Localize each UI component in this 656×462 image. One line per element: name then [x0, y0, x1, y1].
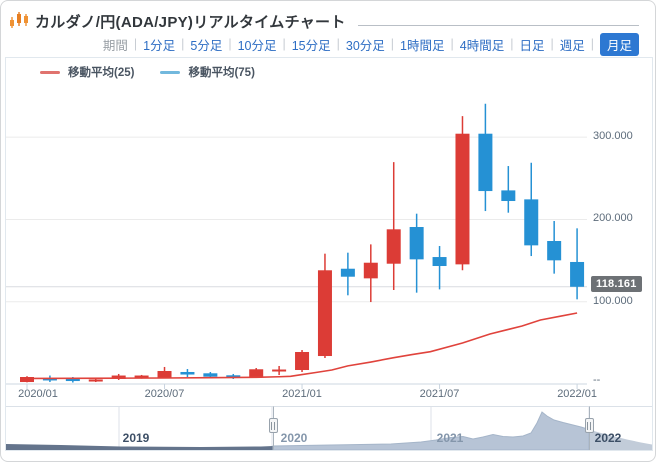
candle-2021/12	[547, 221, 562, 274]
candle-2021/01	[295, 350, 310, 372]
legend-swatch	[40, 70, 60, 74]
current-price-badge: 118.161	[591, 276, 642, 292]
separator: |	[133, 37, 138, 51]
navigator[interactable]	[6, 406, 652, 451]
title-divider	[357, 24, 639, 26]
candle-2021/09	[478, 103, 493, 212]
candle-2020/08	[180, 369, 195, 378]
x-axis-label: 2020/07	[144, 388, 185, 400]
period-option[interactable]: 15分足	[291, 38, 331, 53]
candle-2022/01	[570, 228, 585, 300]
separator: |	[181, 37, 185, 51]
navigator-year-label: 2019	[122, 431, 150, 445]
period-option[interactable]: 週足	[559, 38, 585, 53]
separator: |	[550, 37, 554, 51]
navigator-area-right	[589, 429, 652, 450]
x-axis-label: 2022/01	[557, 388, 597, 400]
separator: |	[336, 37, 340, 51]
legend: 移動平均(25) 移動平均(75)	[40, 64, 281, 80]
y-axis-label: 100.000	[593, 294, 633, 307]
candle-2020/01	[20, 376, 34, 383]
navigator-area-selected	[272, 411, 590, 450]
separator: |	[228, 37, 232, 51]
navigator-year-label: 2021	[436, 431, 464, 445]
candle-2021/11	[524, 162, 539, 257]
period-option-selected[interactable]: 月足	[599, 32, 639, 56]
period-option[interactable]: 1分足	[143, 38, 176, 53]
candle-2020/12	[272, 365, 287, 376]
candle-2021/04	[363, 244, 378, 303]
period-option[interactable]: 10分足	[237, 38, 277, 53]
legend-item[interactable]: 移動平均(75)	[160, 64, 255, 80]
candle-2021/07	[432, 246, 447, 290]
period-option[interactable]: 5分足	[190, 38, 223, 53]
candle-2021/03	[340, 252, 355, 296]
candle-2021/06	[409, 213, 424, 293]
period-option[interactable]: 30分足	[345, 38, 385, 53]
separator: |	[390, 37, 395, 51]
period-option[interactable]: 1時間足	[400, 38, 445, 53]
navigator-year-label: 2020	[280, 431, 308, 445]
candle-2020/11	[249, 368, 264, 378]
legend-label: 移動平均(25)	[68, 67, 135, 79]
candle-2020/05	[111, 373, 126, 380]
navigator-area-outside	[6, 444, 273, 450]
legend-swatch	[160, 70, 181, 74]
header: カルダノ/円(ADA/JPY)リアルタイムチャート	[1, 1, 655, 35]
y-axis-label: 200.000	[593, 212, 633, 225]
candle-2021/02	[317, 253, 332, 358]
period-option[interactable]: 4時間足	[459, 38, 505, 53]
separator: |	[450, 37, 454, 51]
period-selector: 期間 | 1分足 | 5分足 | 10分足 | 15分足 | 30分足 | 1時間足 | 4時間足 | 日足 |…	[102, 32, 639, 56]
navigator-year-label: 2022	[594, 431, 622, 445]
price-chart-svg	[6, 103, 652, 451]
separator: |	[510, 37, 514, 51]
page-title: カルダノ/円(ADA/JPY)リアルタイムチャート	[35, 13, 346, 31]
candle-2021/08	[455, 116, 470, 271]
candle-2021/10	[501, 166, 516, 213]
candle-2021/05	[386, 162, 401, 291]
x-axis-label: 2021/07	[419, 388, 460, 400]
x-axis-label: 2021/01	[282, 388, 322, 400]
chart-area: 移動平均(25) 移動平均(75) 118.161 300.000 200.000 1…	[5, 57, 653, 451]
separator: |	[282, 37, 286, 51]
period-selector-label: 期間	[102, 38, 128, 53]
y-axis-label: 300.000	[593, 130, 633, 143]
legend-item[interactable]: 移動平均(25)	[40, 64, 134, 80]
period-options: | 1分足 | 5分足 | 10分足 | 15分足 | 30分足 | 1時間足 | 4時間足 | 日足 | 週足 |…	[128, 32, 639, 56]
ma25-line	[33, 312, 578, 380]
period-option[interactable]: 日足	[519, 38, 545, 53]
navigator-handle-left[interactable]	[268, 418, 278, 433]
candlestick-chart-icon	[9, 12, 29, 30]
y-axis-label: --	[593, 374, 601, 386]
separator: |	[590, 37, 594, 51]
navigator-handle-right[interactable]	[584, 418, 594, 433]
candle-2020/07	[157, 366, 172, 379]
legend-label: 移動平均(75)	[188, 67, 255, 79]
x-axis-label: 2020/01	[18, 388, 58, 400]
